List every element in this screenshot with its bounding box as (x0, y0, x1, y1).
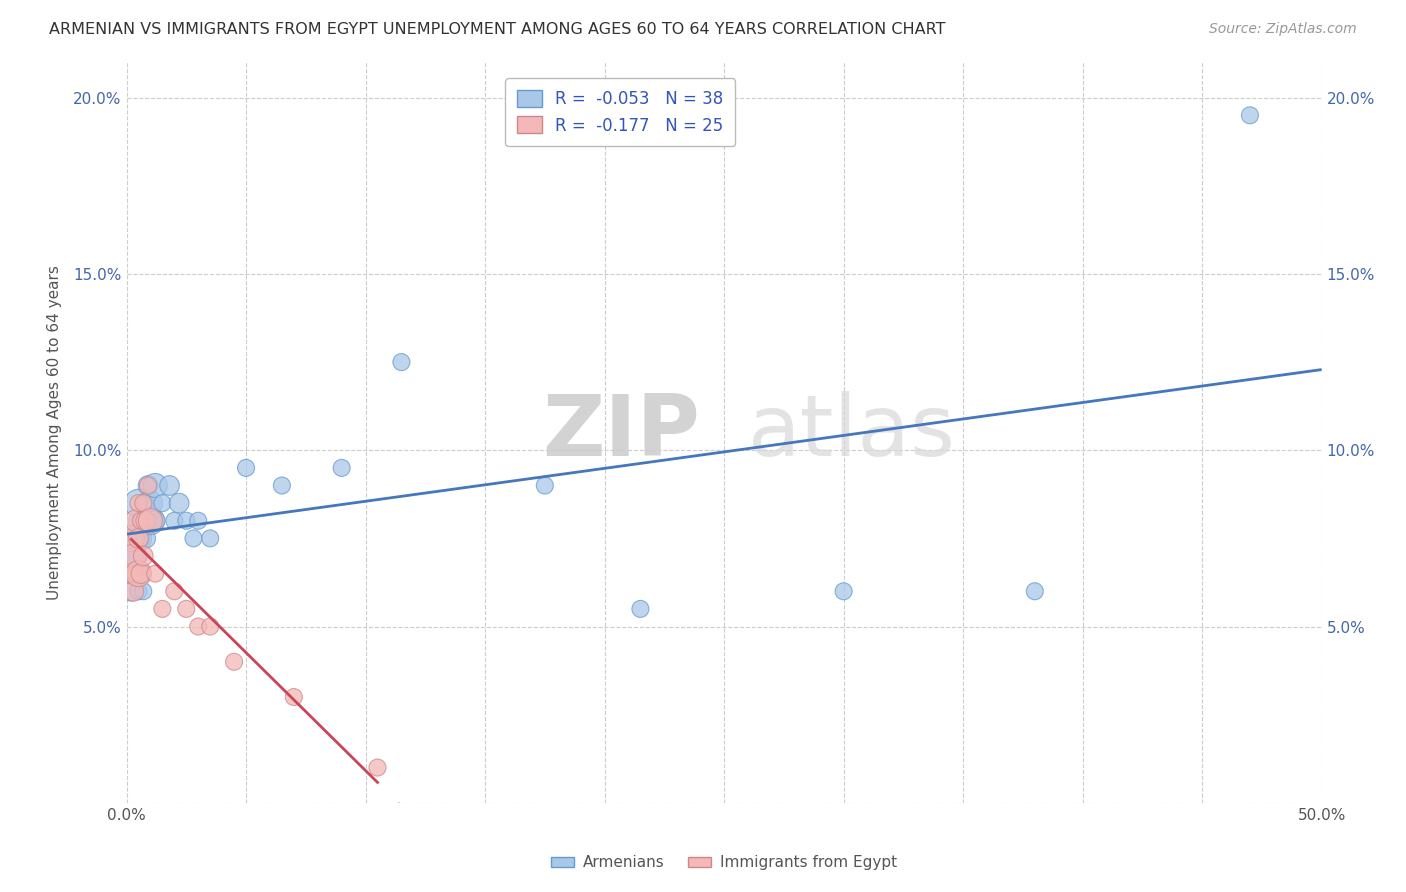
Point (125, 532, 148, 546)
Point (136, 478, 159, 492)
Text: ARMENIAN VS IMMIGRANTS FROM EGYPT UNEMPLOYMENT AMONG AGES 60 TO 64 YEARS CORRELA: ARMENIAN VS IMMIGRANTS FROM EGYPT UNEMPL… (49, 22, 946, 37)
Point (167, 496, 190, 510)
Point (127, 532, 149, 546)
Point (163, 514, 186, 528)
Point (129, 514, 152, 528)
Point (125, 566, 148, 581)
Point (163, 584, 186, 599)
Point (120, 532, 142, 546)
Point (150, 496, 174, 510)
Point (129, 566, 152, 581)
Point (159, 478, 181, 492)
Point (200, 532, 222, 546)
Point (143, 478, 166, 492)
Point (127, 584, 149, 599)
Point (283, 690, 305, 704)
Y-axis label: Unemployment Among Ages 60 to 64 years: Unemployment Among Ages 60 to 64 years (48, 265, 62, 600)
Point (122, 566, 145, 581)
Point (174, 602, 197, 616)
Point (391, 355, 413, 369)
Point (127, 532, 149, 546)
Point (127, 496, 149, 510)
Point (136, 478, 159, 492)
Point (129, 532, 152, 546)
Point (222, 655, 246, 669)
Point (120, 584, 142, 599)
Point (120, 566, 142, 581)
Point (533, 478, 555, 492)
Point (832, 584, 855, 599)
Text: Source: ZipAtlas.com: Source: ZipAtlas.com (1209, 22, 1357, 37)
Point (187, 619, 209, 633)
Point (139, 514, 162, 528)
Point (183, 532, 205, 546)
Point (132, 549, 155, 563)
Point (132, 496, 155, 510)
Point (122, 584, 145, 599)
Point (127, 566, 149, 581)
Point (143, 566, 166, 581)
Point (235, 461, 257, 475)
Point (135, 532, 157, 546)
Point (139, 514, 162, 528)
Point (122, 549, 145, 563)
Point (132, 514, 155, 528)
Point (330, 461, 353, 475)
Point (135, 496, 157, 510)
Point (628, 602, 651, 616)
Point (135, 514, 157, 528)
Point (174, 514, 197, 528)
Point (125, 514, 148, 528)
Point (366, 760, 388, 774)
Point (150, 602, 174, 616)
Point (139, 496, 162, 510)
Point (1024, 584, 1046, 599)
Point (187, 514, 209, 528)
Point (200, 619, 222, 633)
Point (125, 549, 148, 563)
Legend: Armenians, Immigrants from Egypt: Armenians, Immigrants from Egypt (546, 849, 903, 877)
Point (143, 514, 166, 528)
Text: ZIP: ZIP (543, 391, 700, 475)
Point (127, 514, 149, 528)
Point (132, 584, 155, 599)
Point (136, 514, 159, 528)
Point (122, 549, 145, 563)
Point (270, 478, 294, 492)
Text: atlas: atlas (748, 391, 956, 475)
Point (127, 496, 149, 510)
Point (129, 566, 152, 581)
Point (1239, 108, 1261, 122)
